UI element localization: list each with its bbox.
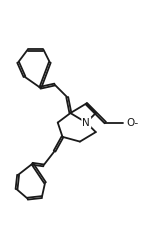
Text: O-: O- — [126, 118, 138, 128]
Text: N: N — [82, 118, 90, 128]
